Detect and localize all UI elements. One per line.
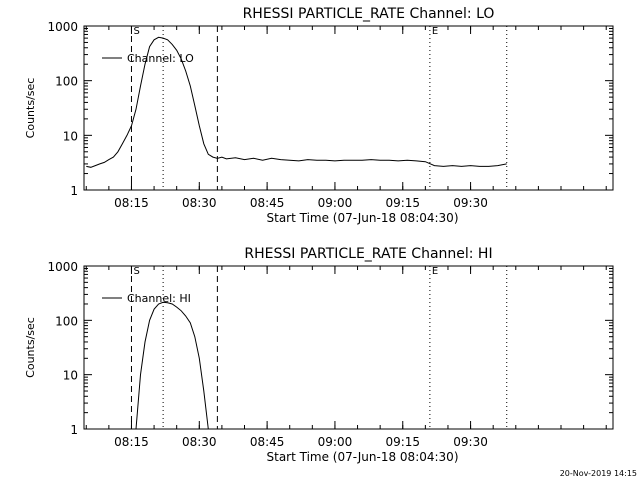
x-tick-label: 09:00 [318,196,353,210]
y-axis-label: Counts/sec [24,78,37,139]
x-tick-label: 08:15 [114,435,149,449]
y-axis-label: Counts/sec [24,317,37,378]
lo-channel-panel: RHESSI PARTICLE_RATE Channel: LO Counts/s… [24,6,614,225]
hi-channel-panel: RHESSI PARTICLE_RATE Channel: HI Counts/s… [24,246,614,464]
x-tick-label: 09:15 [385,435,420,449]
chart-title: RHESSI PARTICLE_RATE Channel: LO [243,6,495,22]
x-axis-label: Start Time (07-Jun-18 08:04:30) [267,450,459,464]
y-tick-label: 100 [55,75,78,89]
event-marker-label: S [133,266,139,277]
chart-title: RHESSI PARTICLE_RATE Channel: HI [244,246,492,262]
plot-frame [83,265,614,430]
series-line [135,301,209,430]
y-tick-label: 10 [63,369,78,383]
y-tick-label: 1000 [47,20,78,34]
event-marker-label: S [133,26,139,37]
x-tick-label: 08:30 [182,196,217,210]
x-tick-label: 08:45 [250,196,285,210]
series-line [86,36,507,168]
y-tick-label: 100 [55,314,78,328]
plot-frame [83,25,614,191]
legend-label: Channel: LO [127,52,194,65]
x-tick-label: 08:15 [114,196,149,210]
y-tick-label: 10 [63,129,78,143]
y-tick-label: 1 [70,184,78,198]
x-tick-label: 09:15 [385,196,420,210]
x-tick-label: 09:00 [318,435,353,449]
y-tick-label: 1 [70,423,78,437]
y-tick-label: 1000 [47,260,78,274]
x-tick-label: 09:30 [453,435,488,449]
legend-label: Channel: HI [127,292,191,305]
event-marker-label: E [432,26,438,37]
x-tick-label: 09:30 [453,196,488,210]
x-tick-label: 08:30 [182,435,217,449]
x-axis-label: Start Time (07-Jun-18 08:04:30) [267,211,459,225]
event-marker-label: E [432,266,438,277]
footer-timestamp: 20-Nov-2019 14:15 [560,469,637,478]
x-tick-label: 08:45 [250,435,285,449]
